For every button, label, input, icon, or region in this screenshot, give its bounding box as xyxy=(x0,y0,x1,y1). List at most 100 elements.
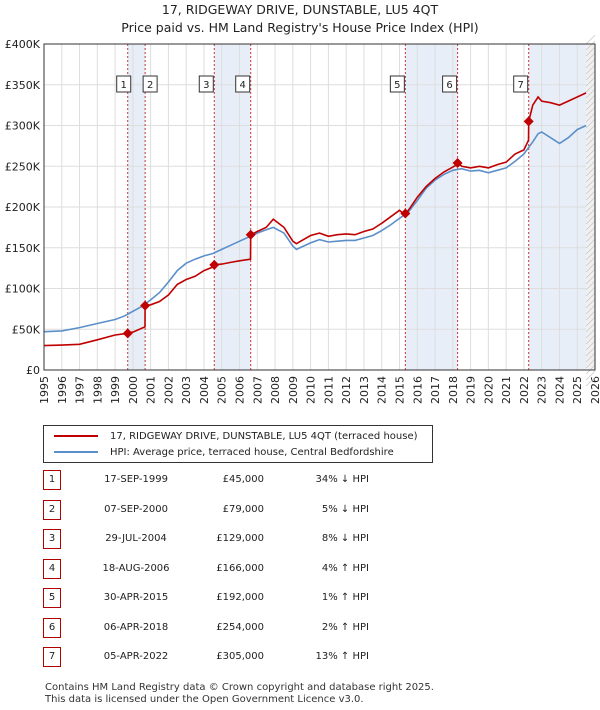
x-tick-label: 2009 xyxy=(287,376,300,404)
future-hatch xyxy=(585,190,596,201)
future-hatch xyxy=(585,52,596,63)
sale-price: £129,000 xyxy=(216,533,264,544)
sale-row: 7 05-APR-2022 £305,000 13% ↑ HPI xyxy=(43,647,443,667)
sale-price: £79,000 xyxy=(222,503,264,515)
x-tick-label: 2002 xyxy=(162,376,175,404)
plot-frame xyxy=(43,43,596,371)
sale-date: 30-APR-2015 xyxy=(103,592,169,603)
sale-hpi-diff: 2% ↑ HPI xyxy=(321,621,369,633)
sale-date: 18-AUG-2006 xyxy=(102,562,170,574)
y-tick-label: £50K xyxy=(12,323,41,336)
future-hatch xyxy=(585,142,596,153)
future-hatch xyxy=(585,298,596,309)
marker-label-5: 5 xyxy=(389,75,405,93)
sale-price: £254,000 xyxy=(216,621,264,633)
y-tick-label: £200K xyxy=(5,201,41,214)
future-hatch xyxy=(585,220,596,231)
sale-price: £305,000 xyxy=(216,651,264,662)
future-hatch xyxy=(585,232,596,243)
marker-label-1: 1 xyxy=(116,75,132,93)
marker-label-2: 2 xyxy=(142,75,158,93)
x-tick-label: 2024 xyxy=(553,376,566,404)
sale-hpi-diff: 34% ↓ HPI xyxy=(315,474,369,485)
future-hatch xyxy=(585,70,596,81)
sale-point-5 xyxy=(400,208,411,219)
sale-number-badge: 1 xyxy=(43,470,61,490)
x-tick-label: 2014 xyxy=(376,376,389,404)
x-tick-label: 2026 xyxy=(589,376,600,404)
sale-number-badge: 7 xyxy=(43,647,61,667)
y-tick-label: £0 xyxy=(26,364,40,377)
future-hatch xyxy=(585,238,596,249)
future-hatch xyxy=(585,94,596,105)
x-tick-label: 2021 xyxy=(500,376,513,404)
future-hatch xyxy=(585,172,596,183)
marker-label-7: 7 xyxy=(513,75,529,93)
x-tick-label: 2015 xyxy=(393,376,406,404)
future-hatch xyxy=(585,256,596,267)
x-tick-label: 1998 xyxy=(91,376,104,404)
legend-swatch-hpi xyxy=(54,451,98,453)
sale-hpi-diff: 13% ↑ HPI xyxy=(315,651,369,662)
x-tick-label: 2001 xyxy=(145,376,158,404)
sale-hpi-diff: 8% ↓ HPI xyxy=(321,533,369,544)
marker-number: 2 xyxy=(147,80,153,91)
future-hatch xyxy=(585,160,596,171)
chart-subtitle: Price paid vs. HM Land Registry's House … xyxy=(121,20,479,35)
future-hatch xyxy=(585,184,596,195)
future-hatch xyxy=(585,274,596,285)
sale-row: 5 30-APR-2015 £192,000 1% ↑ HPI xyxy=(43,588,443,608)
sale-row: 2 07-SEP-2000 £79,000 5% ↓ HPI xyxy=(43,499,443,520)
future-hatch xyxy=(585,196,596,207)
future-hatch xyxy=(585,76,596,87)
marker-box xyxy=(235,75,251,93)
legend-swatch-property xyxy=(54,435,98,437)
future-hatch xyxy=(585,82,596,93)
sale-hpi-diff: 1% ↑ HPI xyxy=(321,592,369,603)
x-tick-label: 2008 xyxy=(269,376,282,404)
sale-row: 3 29-JUL-2004 £129,000 8% ↓ HPI xyxy=(43,529,443,549)
sale-date: 06-APR-2018 xyxy=(103,621,169,633)
marker-box xyxy=(116,75,132,93)
legend-item-hpi: HPI: Average price, terraced house, Cent… xyxy=(54,445,394,459)
future-hatch xyxy=(585,208,596,219)
future-hatch xyxy=(585,334,596,345)
marker-box xyxy=(513,75,529,93)
future-hatch xyxy=(585,148,596,159)
marker-box xyxy=(142,75,158,93)
future-hatch xyxy=(585,214,596,225)
marker-label-4: 4 xyxy=(235,75,251,93)
series-property-line xyxy=(43,92,587,347)
future-hatch xyxy=(585,346,596,357)
sale-date: 29-JUL-2004 xyxy=(105,533,167,544)
x-tick-label: 2003 xyxy=(180,376,193,404)
x-tick-label: 2007 xyxy=(251,376,264,404)
future-hatch xyxy=(585,166,596,177)
marker-number: 7 xyxy=(518,80,524,91)
x-tick-label: 1999 xyxy=(109,376,122,404)
y-tick-label: £100K xyxy=(5,283,41,296)
x-tick-label: 2013 xyxy=(358,376,371,404)
sale-point-2 xyxy=(140,300,151,311)
sale-date: 17-SEP-1999 xyxy=(104,474,168,485)
y-tick-label: £300K xyxy=(5,120,41,133)
marker-box xyxy=(442,75,458,93)
marker-number: 6 xyxy=(446,80,452,91)
sale-hpi-diff: 4% ↑ HPI xyxy=(321,562,369,574)
x-tick-label: 2006 xyxy=(234,376,247,404)
future-hatch xyxy=(585,310,596,321)
future-hatch xyxy=(585,124,596,135)
future-hatch xyxy=(585,370,596,381)
legend-label-property: 17, RIDGEWAY DRIVE, DUNSTABLE, LU5 4QT (… xyxy=(110,430,418,442)
sale-point-1 xyxy=(122,328,133,339)
sale-point-3 xyxy=(209,259,220,270)
series-hpi-line xyxy=(43,124,587,333)
future-hatch xyxy=(585,352,596,363)
x-tick-label: 2004 xyxy=(198,376,211,404)
future-hatch xyxy=(585,130,596,141)
x-tick-label: 2023 xyxy=(536,376,549,404)
footer-licence: This data is licensed under the Open Gov… xyxy=(45,694,364,705)
future-hatch xyxy=(585,106,596,117)
marker-number: 4 xyxy=(240,80,246,91)
legend-label-hpi: HPI: Average price, terraced house, Cent… xyxy=(110,446,394,458)
